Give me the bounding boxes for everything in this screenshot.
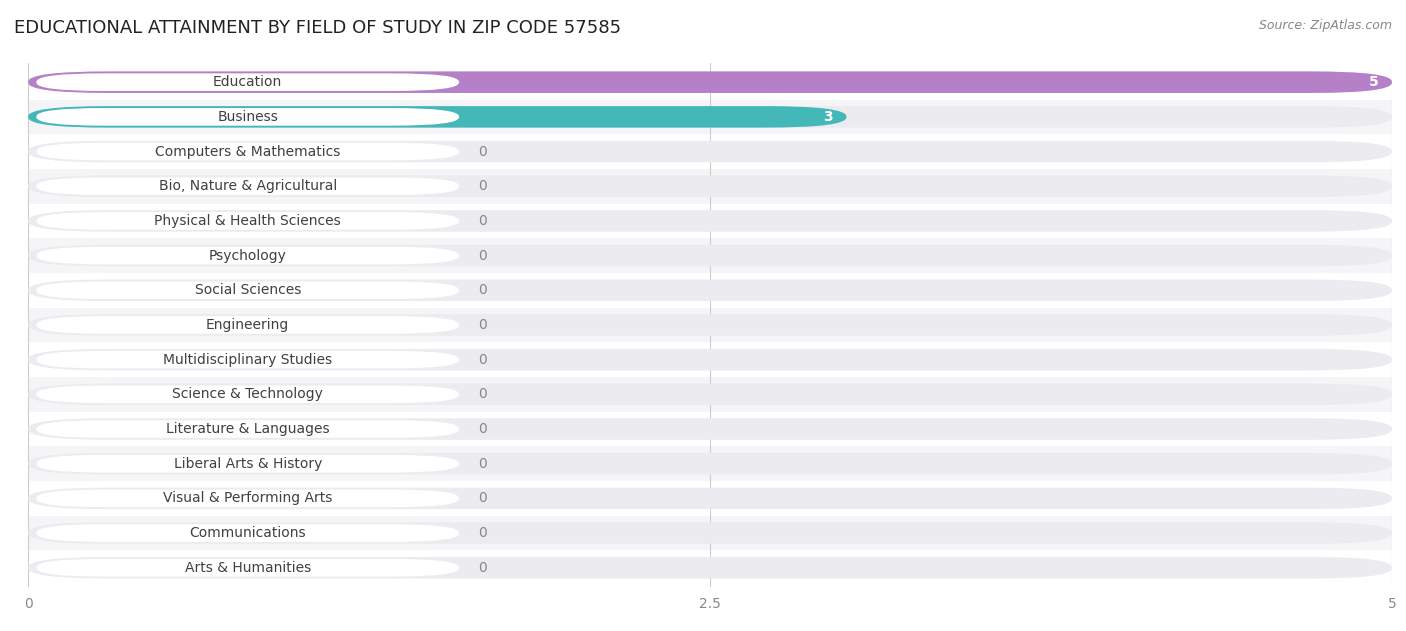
FancyBboxPatch shape bbox=[1, 169, 1406, 204]
Text: 3: 3 bbox=[823, 110, 832, 124]
Text: 0: 0 bbox=[478, 283, 486, 297]
FancyBboxPatch shape bbox=[28, 71, 1392, 93]
Text: 0: 0 bbox=[478, 387, 486, 401]
FancyBboxPatch shape bbox=[1, 100, 1406, 134]
Text: Arts & Humanities: Arts & Humanities bbox=[184, 561, 311, 575]
FancyBboxPatch shape bbox=[37, 316, 460, 334]
Text: Liberal Arts & History: Liberal Arts & History bbox=[173, 457, 322, 471]
FancyBboxPatch shape bbox=[37, 386, 460, 403]
FancyBboxPatch shape bbox=[28, 418, 1392, 440]
FancyBboxPatch shape bbox=[1, 481, 1406, 516]
Text: 0: 0 bbox=[478, 492, 486, 505]
Text: 0: 0 bbox=[478, 422, 486, 436]
FancyBboxPatch shape bbox=[28, 280, 1392, 301]
FancyBboxPatch shape bbox=[1, 239, 1406, 273]
FancyBboxPatch shape bbox=[37, 73, 460, 91]
Text: Computers & Mathematics: Computers & Mathematics bbox=[155, 144, 340, 158]
FancyBboxPatch shape bbox=[37, 524, 460, 542]
FancyBboxPatch shape bbox=[28, 141, 1392, 162]
FancyBboxPatch shape bbox=[37, 490, 460, 507]
Text: Communications: Communications bbox=[190, 526, 307, 540]
FancyBboxPatch shape bbox=[28, 557, 1392, 579]
FancyBboxPatch shape bbox=[1, 65, 1406, 100]
FancyBboxPatch shape bbox=[28, 71, 1392, 93]
FancyBboxPatch shape bbox=[37, 143, 460, 160]
Text: Physical & Health Sciences: Physical & Health Sciences bbox=[155, 214, 342, 228]
Text: 0: 0 bbox=[478, 353, 486, 367]
FancyBboxPatch shape bbox=[1, 204, 1406, 239]
Text: 0: 0 bbox=[478, 457, 486, 471]
FancyBboxPatch shape bbox=[37, 281, 460, 299]
FancyBboxPatch shape bbox=[28, 349, 1392, 370]
FancyBboxPatch shape bbox=[1, 446, 1406, 481]
FancyBboxPatch shape bbox=[37, 177, 460, 195]
FancyBboxPatch shape bbox=[37, 420, 460, 438]
FancyBboxPatch shape bbox=[28, 314, 1392, 336]
Text: 0: 0 bbox=[478, 526, 486, 540]
Text: 0: 0 bbox=[478, 249, 486, 262]
FancyBboxPatch shape bbox=[1, 516, 1406, 550]
Text: Engineering: Engineering bbox=[207, 318, 290, 332]
Text: Multidisciplinary Studies: Multidisciplinary Studies bbox=[163, 353, 332, 367]
FancyBboxPatch shape bbox=[28, 384, 1392, 405]
Text: Business: Business bbox=[218, 110, 278, 124]
Text: EDUCATIONAL ATTAINMENT BY FIELD OF STUDY IN ZIP CODE 57585: EDUCATIONAL ATTAINMENT BY FIELD OF STUDY… bbox=[14, 19, 621, 37]
Text: 5: 5 bbox=[1368, 75, 1378, 89]
FancyBboxPatch shape bbox=[28, 453, 1392, 475]
FancyBboxPatch shape bbox=[1, 134, 1406, 169]
FancyBboxPatch shape bbox=[37, 351, 460, 369]
Text: Literature & Languages: Literature & Languages bbox=[166, 422, 329, 436]
FancyBboxPatch shape bbox=[28, 245, 1392, 266]
FancyBboxPatch shape bbox=[1, 550, 1406, 585]
FancyBboxPatch shape bbox=[28, 106, 1392, 127]
FancyBboxPatch shape bbox=[37, 455, 460, 473]
Text: 0: 0 bbox=[478, 214, 486, 228]
FancyBboxPatch shape bbox=[37, 108, 460, 126]
Text: Education: Education bbox=[214, 75, 283, 89]
Text: 0: 0 bbox=[478, 144, 486, 158]
FancyBboxPatch shape bbox=[28, 210, 1392, 232]
FancyBboxPatch shape bbox=[28, 175, 1392, 197]
FancyBboxPatch shape bbox=[28, 522, 1392, 544]
Text: Psychology: Psychology bbox=[208, 249, 287, 262]
FancyBboxPatch shape bbox=[1, 273, 1406, 308]
Text: 0: 0 bbox=[478, 318, 486, 332]
FancyBboxPatch shape bbox=[28, 488, 1392, 509]
Text: Bio, Nature & Agricultural: Bio, Nature & Agricultural bbox=[159, 179, 337, 193]
FancyBboxPatch shape bbox=[1, 308, 1406, 342]
Text: Source: ZipAtlas.com: Source: ZipAtlas.com bbox=[1258, 19, 1392, 32]
FancyBboxPatch shape bbox=[37, 247, 460, 264]
Text: 0: 0 bbox=[478, 561, 486, 575]
Text: Social Sciences: Social Sciences bbox=[194, 283, 301, 297]
FancyBboxPatch shape bbox=[1, 377, 1406, 411]
FancyBboxPatch shape bbox=[37, 559, 460, 577]
Text: Visual & Performing Arts: Visual & Performing Arts bbox=[163, 492, 332, 505]
Text: 0: 0 bbox=[478, 179, 486, 193]
FancyBboxPatch shape bbox=[1, 342, 1406, 377]
FancyBboxPatch shape bbox=[28, 106, 846, 127]
FancyBboxPatch shape bbox=[1, 411, 1406, 446]
FancyBboxPatch shape bbox=[37, 212, 460, 230]
Text: Science & Technology: Science & Technology bbox=[173, 387, 323, 401]
